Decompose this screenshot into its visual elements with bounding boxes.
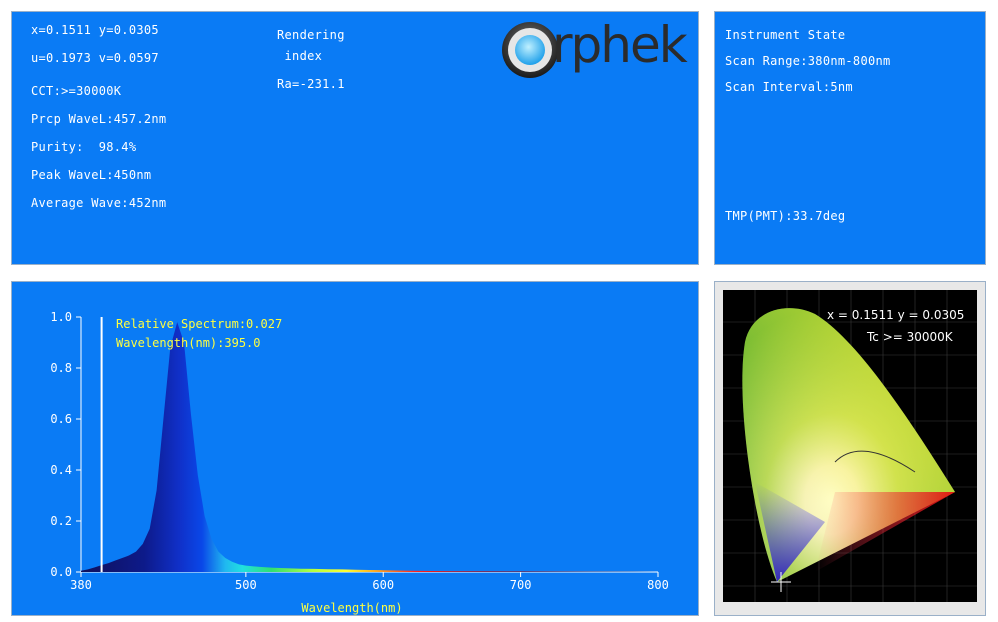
y-tick-label: 0.4 (50, 463, 72, 477)
instrument-state-title: Instrument State (725, 28, 846, 42)
scan-interval: Scan Interval:5nm (725, 80, 853, 94)
planckian-locus (834, 450, 916, 473)
cie-diagram: x = 0.1511 y = 0.0305 Tc >= 30000K (723, 290, 977, 602)
spectrum-curve (81, 322, 658, 572)
cie-locus-red (815, 492, 955, 572)
cie-diagram-panel: x = 0.1511 y = 0.0305 Tc >= 30000K (714, 281, 986, 616)
orphek-logo (502, 22, 558, 78)
x-tick-label: 500 (235, 578, 257, 592)
wavelength-readout: Wavelength(nm):395.0 (116, 336, 261, 350)
y-tick-label: 0.0 (50, 565, 72, 579)
cie-tc-readout: Tc >= 30000K (866, 330, 954, 344)
average-wavelength: Average Wave:452nm (31, 196, 167, 210)
y-tick-label: 0.6 (50, 412, 72, 426)
spectrum-chart: 0.0 0.2 0.4 0.6 0.8 1.0 380 500 600 700 800 Relati… (50, 310, 669, 615)
x-tick-label: 800 (647, 578, 669, 592)
cct-value: CCT:>=30000K (31, 84, 122, 98)
rendering-label-line2: index (277, 49, 323, 63)
rendering-index-value: Ra=-231.1 (277, 77, 345, 91)
x-tick-label: 700 (510, 578, 532, 592)
scan-range: Scan Range:380nm-800nm (725, 54, 891, 68)
peak-wavelength: Peak WaveL:450nm (31, 168, 152, 182)
uv-coordinates: u=0.1973 v=0.0597 (31, 51, 159, 65)
instrument-state-panel: Instrument State Scan Range:380nm-800nm … (714, 11, 986, 265)
y-tick-label: 0.8 (50, 361, 72, 375)
orphek-logo-text: rphek (552, 16, 688, 74)
x-tick-label: 600 (372, 578, 394, 592)
relative-spectrum-readout: Relative Spectrum:0.027 (116, 317, 282, 331)
x-tick-label: 380 (70, 578, 92, 592)
colorimetry-panel: x=0.1511 y=0.0305 u=0.1973 v=0.0597 CCT:… (11, 11, 699, 265)
cie-locus-blue (755, 482, 825, 582)
spectrum-panel: 0.0 0.2 0.4 0.6 0.8 1.0 380 500 600 700 800 Relati… (11, 281, 699, 616)
purity-value: Purity: 98.4% (31, 140, 137, 154)
xy-coordinates: x=0.1511 y=0.0305 (31, 23, 159, 37)
pmt-temperature: TMP(PMT):33.7deg (725, 209, 846, 223)
cie-xy-readout: x = 0.1511 y = 0.0305 (827, 308, 964, 322)
x-axis-label: Wavelength(nm) (301, 601, 402, 615)
rendering-label-line1: Rendering (277, 28, 345, 42)
y-tick-label: 0.2 (50, 514, 72, 528)
y-tick-label: 1.0 (50, 310, 72, 324)
perceived-wavelength: Prcp WaveL:457.2nm (31, 112, 167, 126)
